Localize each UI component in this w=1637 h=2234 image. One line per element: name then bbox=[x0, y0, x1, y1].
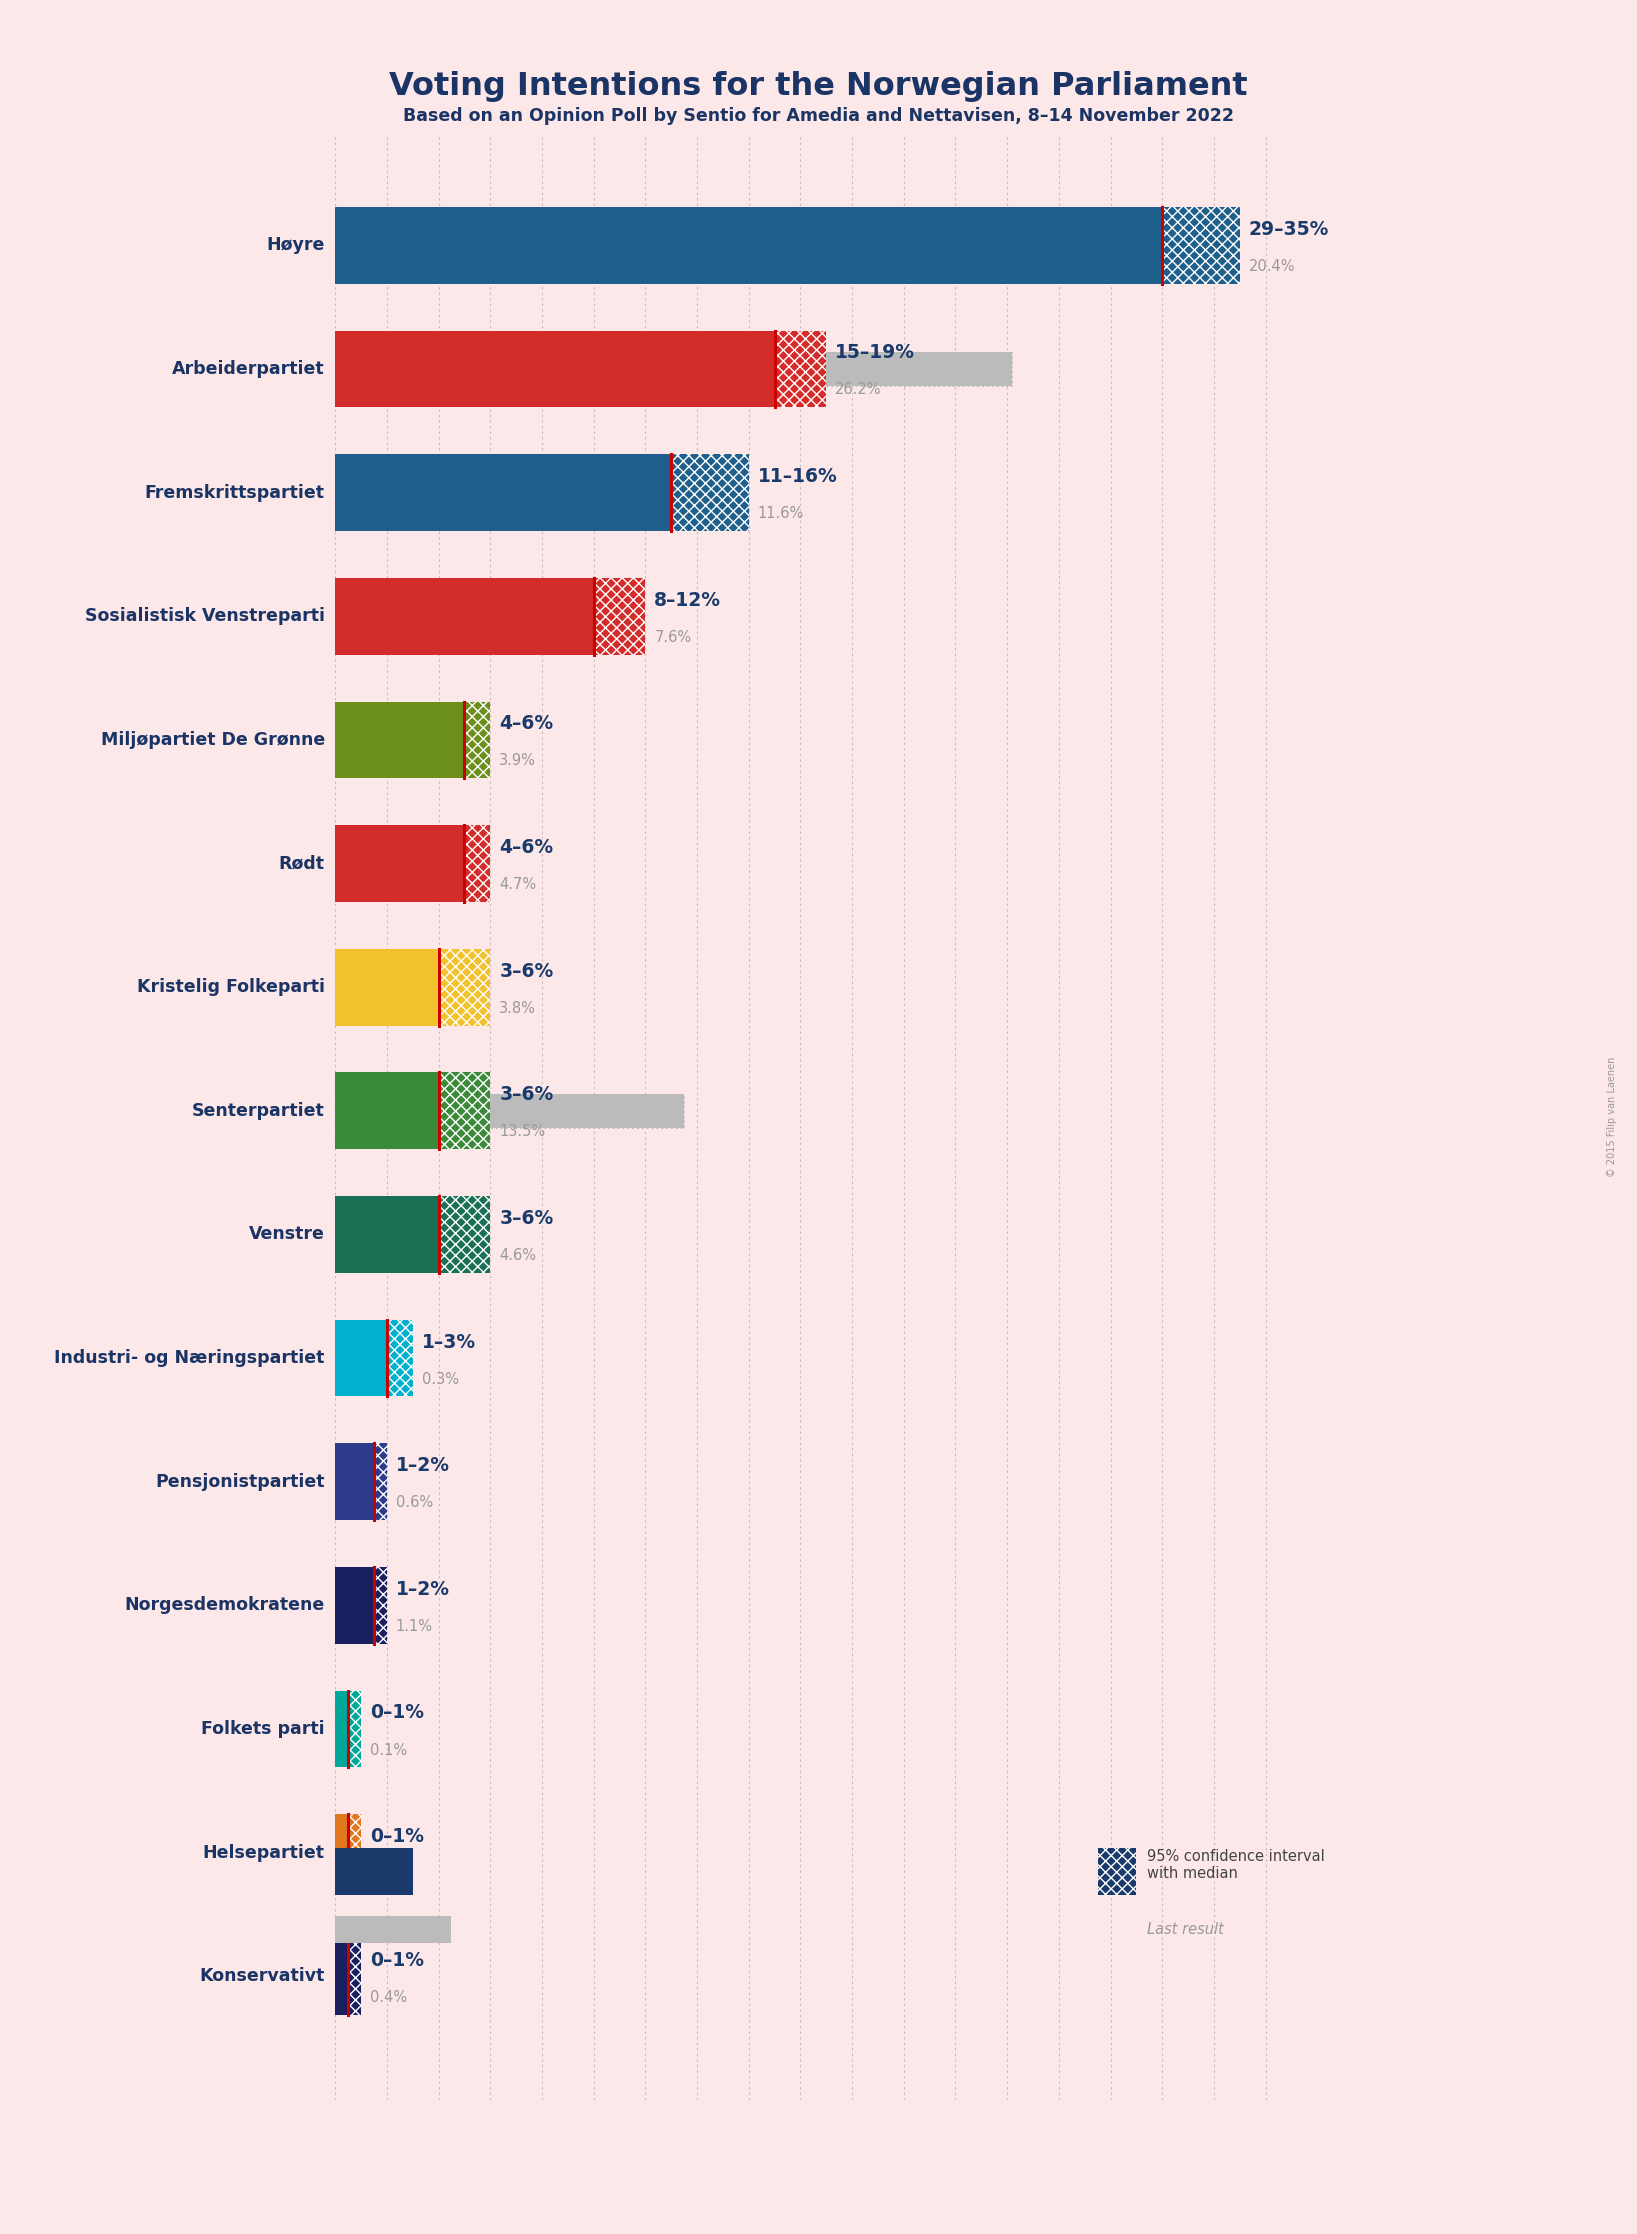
Bar bbox=[336, 331, 774, 407]
Bar bbox=[439, 949, 489, 1025]
Text: Høyre: Høyre bbox=[267, 237, 324, 255]
Text: 0–1%: 0–1% bbox=[370, 1705, 424, 1722]
Bar bbox=[336, 1218, 453, 1251]
Bar bbox=[336, 970, 434, 1005]
Text: Sosialistisk Venstreparti: Sosialistisk Venstreparti bbox=[85, 608, 324, 626]
Text: 95% confidence interval
with median: 95% confidence interval with median bbox=[1148, 1850, 1324, 1881]
Text: 20.4%: 20.4% bbox=[1249, 259, 1295, 275]
Bar bbox=[336, 1711, 337, 1747]
Text: 1–3%: 1–3% bbox=[422, 1331, 476, 1352]
Text: Last result: Last result bbox=[1148, 1921, 1223, 1937]
Text: Folkets parti: Folkets parti bbox=[201, 1720, 324, 1738]
Bar bbox=[336, 1443, 373, 1519]
Bar bbox=[373, 1566, 386, 1644]
Text: Norgesdemokratene: Norgesdemokratene bbox=[124, 1597, 324, 1615]
Text: Pensjonistpartiet: Pensjonistpartiet bbox=[156, 1472, 324, 1490]
Bar bbox=[336, 701, 465, 777]
Bar bbox=[336, 1092, 684, 1128]
Bar bbox=[336, 1848, 413, 1894]
Text: 0.3%: 0.3% bbox=[422, 1372, 458, 1387]
Bar bbox=[336, 1340, 342, 1376]
Text: Based on an Opinion Poll by Sentio for Amedia and Nettavisen, 8–14 November 2022: Based on an Opinion Poll by Sentio for A… bbox=[403, 107, 1234, 125]
Text: 13.5%: 13.5% bbox=[499, 1124, 545, 1139]
Text: Kristelig Folkeparti: Kristelig Folkeparti bbox=[138, 978, 324, 996]
Text: 1.1%: 1.1% bbox=[396, 1620, 432, 1633]
Bar bbox=[1162, 208, 1239, 284]
Bar bbox=[465, 701, 489, 777]
Bar bbox=[1098, 1848, 1136, 1894]
Bar bbox=[336, 579, 594, 655]
Text: 11–16%: 11–16% bbox=[758, 467, 838, 487]
Text: 3.8%: 3.8% bbox=[499, 1001, 537, 1016]
Text: 3–6%: 3–6% bbox=[499, 1086, 553, 1104]
Bar bbox=[336, 824, 465, 903]
Text: 15–19%: 15–19% bbox=[835, 344, 915, 362]
Text: 0.6%: 0.6% bbox=[396, 1495, 434, 1510]
Bar bbox=[336, 1320, 386, 1396]
Bar bbox=[671, 454, 748, 532]
Text: 0.2%: 0.2% bbox=[370, 1865, 408, 1881]
Text: 11.6%: 11.6% bbox=[758, 507, 804, 521]
Bar bbox=[439, 1072, 489, 1148]
Text: 4.6%: 4.6% bbox=[499, 1249, 537, 1262]
Bar bbox=[336, 454, 671, 532]
Bar bbox=[336, 1917, 452, 1944]
Bar bbox=[336, 351, 1012, 386]
Bar bbox=[373, 1443, 386, 1519]
Bar bbox=[774, 331, 827, 407]
Bar bbox=[336, 476, 635, 509]
Bar bbox=[336, 228, 863, 264]
Bar bbox=[336, 1466, 350, 1499]
Bar bbox=[439, 1195, 489, 1273]
Bar bbox=[336, 599, 532, 634]
Bar bbox=[594, 579, 645, 655]
Text: 0.4%: 0.4% bbox=[370, 1990, 408, 2004]
Bar bbox=[336, 949, 439, 1025]
Text: 29–35%: 29–35% bbox=[1249, 219, 1329, 239]
Bar bbox=[349, 1814, 362, 1890]
Text: Helsepartiet: Helsepartiet bbox=[203, 1843, 324, 1861]
Text: 4–6%: 4–6% bbox=[499, 838, 553, 858]
Text: 3–6%: 3–6% bbox=[499, 961, 553, 981]
Text: Konservativt: Konservativt bbox=[200, 1968, 324, 1986]
Bar bbox=[336, 1588, 363, 1622]
Bar bbox=[336, 1959, 345, 1993]
Bar bbox=[336, 1566, 373, 1644]
Text: Arbeiderpartiet: Arbeiderpartiet bbox=[172, 360, 324, 378]
Bar bbox=[336, 1072, 439, 1148]
Bar bbox=[336, 208, 1162, 284]
Text: 4–6%: 4–6% bbox=[499, 715, 553, 733]
Text: 3.9%: 3.9% bbox=[499, 753, 537, 768]
Text: 1–2%: 1–2% bbox=[396, 1457, 450, 1474]
Text: 7.6%: 7.6% bbox=[655, 630, 691, 646]
Bar bbox=[465, 824, 489, 903]
Bar bbox=[349, 1691, 362, 1767]
Bar bbox=[336, 1937, 349, 2015]
Text: 3–6%: 3–6% bbox=[499, 1209, 553, 1229]
Text: 0.1%: 0.1% bbox=[370, 1743, 408, 1758]
Text: Senterpartiet: Senterpartiet bbox=[192, 1101, 324, 1119]
Bar bbox=[386, 1320, 413, 1396]
Text: 26.2%: 26.2% bbox=[835, 382, 882, 398]
Bar bbox=[336, 1814, 349, 1890]
Text: 4.7%: 4.7% bbox=[499, 878, 537, 891]
Text: © 2015 Filip van Laenen: © 2015 Filip van Laenen bbox=[1608, 1057, 1617, 1177]
Text: 8–12%: 8–12% bbox=[655, 590, 722, 610]
Bar bbox=[336, 1691, 349, 1767]
Text: 0–1%: 0–1% bbox=[370, 1950, 424, 1970]
Text: 1–2%: 1–2% bbox=[396, 1579, 450, 1600]
Text: Miljøpartiet De Grønne: Miljøpartiet De Grønne bbox=[100, 731, 324, 748]
Bar bbox=[336, 1195, 439, 1273]
Text: Rødt: Rødt bbox=[278, 856, 324, 873]
Text: Fremskrittspartiet: Fremskrittspartiet bbox=[144, 483, 324, 503]
Bar bbox=[336, 1836, 340, 1870]
Text: Venstre: Venstre bbox=[249, 1226, 324, 1244]
Text: 0–1%: 0–1% bbox=[370, 1827, 424, 1845]
Bar bbox=[349, 1937, 362, 2015]
Text: Industri- og Næringspartiet: Industri- og Næringspartiet bbox=[54, 1349, 324, 1367]
Text: Voting Intentions for the Norwegian Parliament: Voting Intentions for the Norwegian Parl… bbox=[390, 71, 1247, 103]
Bar bbox=[336, 722, 435, 757]
Bar bbox=[336, 847, 457, 880]
